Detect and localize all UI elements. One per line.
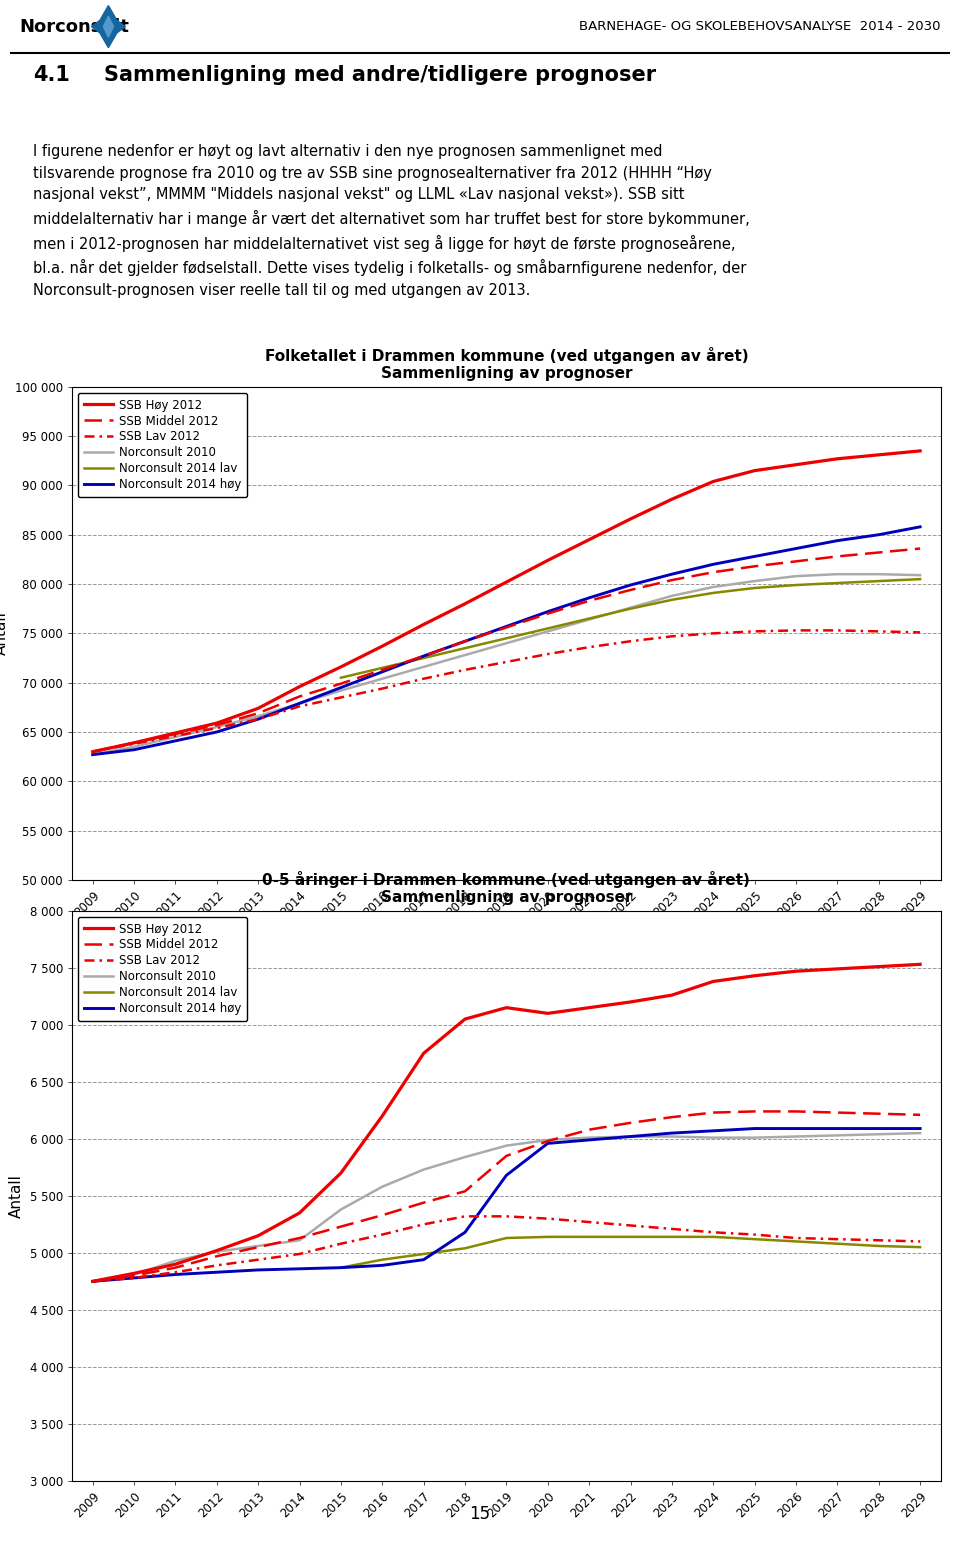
Text: Norconsult: Norconsult <box>19 17 129 35</box>
Text: BARNEHAGE- OG SKOLEBEHOVSANALYSE  2014 - 2030: BARNEHAGE- OG SKOLEBEHOVSANALYSE 2014 - … <box>580 20 941 32</box>
Text: I figurene nedenfor er høyt og lavt alternativ i den nye prognosen sammenlignet : I figurene nedenfor er høyt og lavt alte… <box>33 143 750 297</box>
Title: Folketallet i Drammen kommune (ved utgangen av året)
Sammenligning av prognoser: Folketallet i Drammen kommune (ved utgan… <box>265 347 748 382</box>
Y-axis label: Antall: Antall <box>0 612 10 655</box>
Text: 4.1: 4.1 <box>33 65 70 85</box>
Y-axis label: Antall: Antall <box>9 1174 24 1217</box>
Text: 15: 15 <box>469 1504 491 1523</box>
Polygon shape <box>91 6 126 48</box>
Legend: SSB Høy 2012, SSB Middel 2012, SSB Lav 2012, Norconsult 2010, Norconsult 2014 la: SSB Høy 2012, SSB Middel 2012, SSB Lav 2… <box>78 917 248 1022</box>
Polygon shape <box>104 15 113 37</box>
Legend: SSB Høy 2012, SSB Middel 2012, SSB Lav 2012, Norconsult 2010, Norconsult 2014 la: SSB Høy 2012, SSB Middel 2012, SSB Lav 2… <box>78 393 248 498</box>
Text: Sammenligning med andre/tidligere prognoser: Sammenligning med andre/tidligere progno… <box>104 65 656 85</box>
Title: 0-5 åringer i Drammen kommune (ved utgangen av året)
Sammenligning av prognoser: 0-5 åringer i Drammen kommune (ved utgan… <box>262 871 751 906</box>
